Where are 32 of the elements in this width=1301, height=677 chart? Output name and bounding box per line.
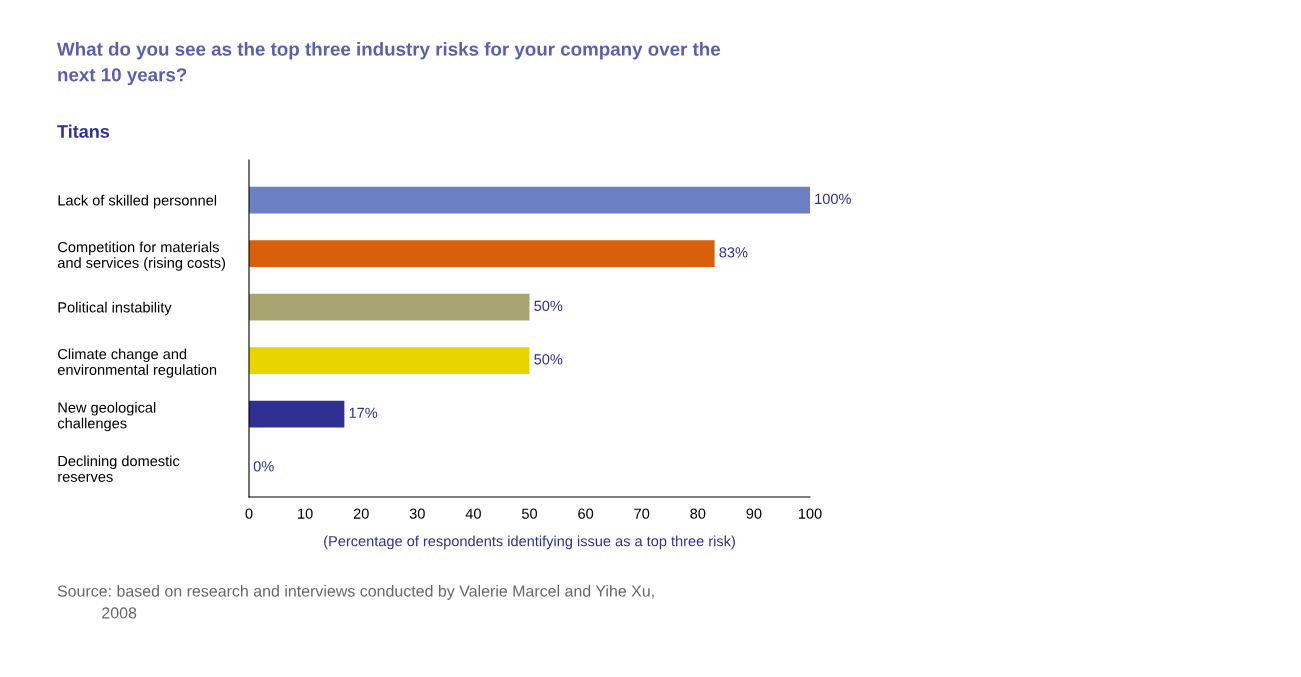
data-label: 0% bbox=[253, 461, 274, 472]
x-tick-label: 40 bbox=[465, 508, 481, 519]
x-tick-label: 100 bbox=[798, 508, 822, 519]
x-tick-label: 80 bbox=[690, 508, 706, 519]
y-tick-label: New geological challenges bbox=[57, 402, 156, 432]
bar bbox=[249, 400, 345, 428]
bar bbox=[249, 240, 715, 267]
x-tick-label: 90 bbox=[746, 508, 762, 519]
y-tick-label: Lack of skilled personnel bbox=[58, 194, 217, 209]
y-tick-label: Declining domestic reserves bbox=[58, 455, 180, 482]
x-tick-label: 20 bbox=[353, 508, 369, 519]
chart-title: What do you see as the top three industry risks for your company over the next 10 years? bbox=[57, 42, 721, 86]
bar bbox=[249, 347, 530, 374]
x-tick-label: 70 bbox=[634, 508, 650, 519]
data-label: 83% bbox=[719, 247, 748, 258]
x-tick-label: 30 bbox=[409, 508, 425, 519]
x-tick-label: 10 bbox=[298, 508, 313, 519]
data-label: 50% bbox=[534, 300, 563, 312]
x-tick-label: 0 bbox=[245, 508, 253, 519]
bar bbox=[249, 186, 810, 214]
source-note: Source: based on research and interviews conducted by Valerie Marcel and Yihe Xu, 2008 bbox=[57, 585, 654, 619]
data-label: 17% bbox=[349, 407, 378, 418]
y-tick-label: Competition for materials and services (rising costs) bbox=[57, 241, 225, 271]
x-tick-label: 60 bbox=[578, 508, 594, 519]
text: Titans bbox=[57, 124, 110, 138]
bar bbox=[249, 293, 530, 321]
x-axis-title: (Percentage of respondents identifying issue as a top three risk) bbox=[324, 535, 735, 550]
data-label: 100% bbox=[815, 193, 851, 205]
data-label: 50% bbox=[534, 354, 563, 365]
x-tick-label: 50 bbox=[521, 508, 538, 519]
y-tick-label: Climate change and environmental regulation bbox=[57, 348, 217, 378]
y-tick-label: Political instability bbox=[58, 301, 172, 316]
